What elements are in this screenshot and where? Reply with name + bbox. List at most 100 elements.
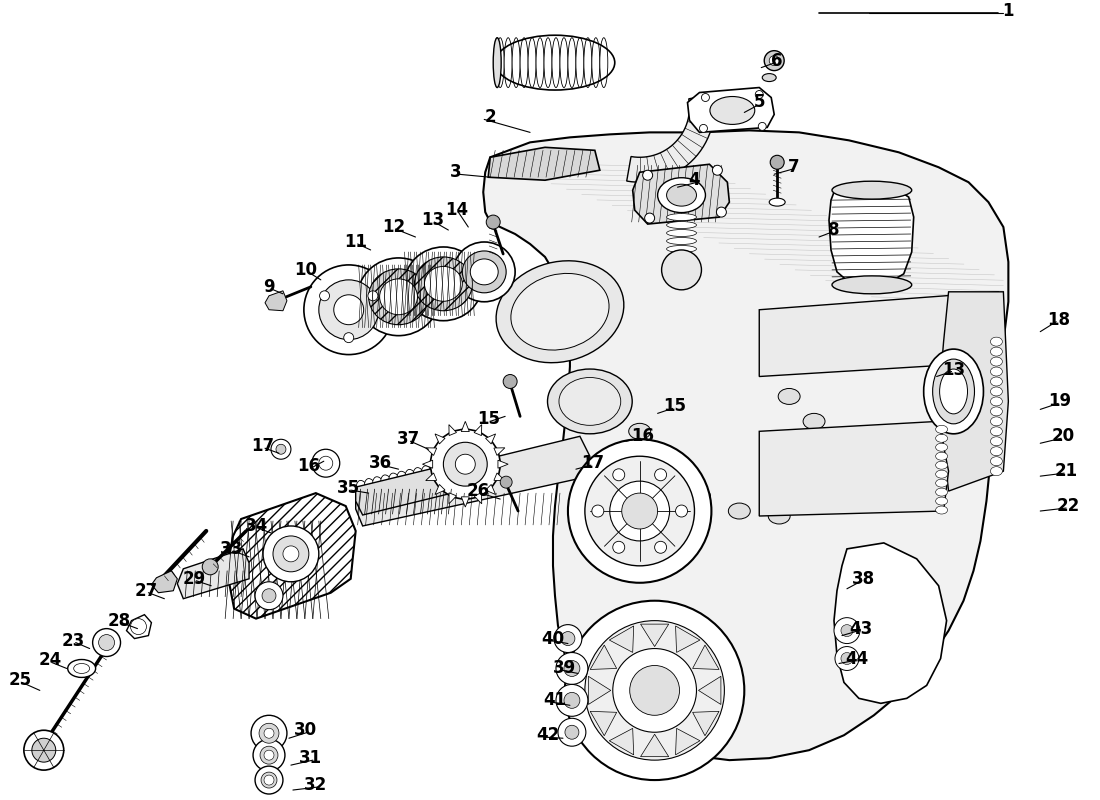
Polygon shape [675, 626, 700, 653]
Text: 23: 23 [62, 631, 86, 650]
Ellipse shape [405, 470, 418, 491]
Polygon shape [485, 485, 496, 494]
Polygon shape [474, 425, 482, 435]
Circle shape [716, 207, 726, 217]
Text: 37: 37 [397, 430, 420, 448]
Ellipse shape [493, 38, 502, 87]
Polygon shape [488, 147, 600, 180]
Text: 11: 11 [344, 233, 367, 251]
Ellipse shape [453, 242, 515, 302]
Ellipse shape [710, 97, 755, 125]
Ellipse shape [373, 477, 385, 498]
Circle shape [661, 250, 702, 290]
Polygon shape [494, 473, 505, 481]
Text: 19: 19 [1048, 393, 1071, 410]
Ellipse shape [808, 493, 830, 509]
Ellipse shape [415, 257, 472, 310]
Ellipse shape [405, 247, 482, 321]
Ellipse shape [496, 261, 624, 362]
Ellipse shape [600, 38, 608, 87]
Text: 5: 5 [754, 94, 764, 111]
Ellipse shape [769, 198, 785, 206]
Circle shape [756, 90, 763, 98]
Circle shape [251, 715, 287, 751]
Circle shape [263, 526, 319, 582]
Text: 39: 39 [553, 659, 576, 678]
Ellipse shape [414, 468, 426, 489]
Ellipse shape [667, 222, 696, 229]
Ellipse shape [568, 38, 576, 87]
Polygon shape [461, 422, 470, 431]
Ellipse shape [658, 178, 705, 213]
Polygon shape [474, 493, 482, 504]
Ellipse shape [667, 238, 696, 245]
Circle shape [273, 536, 309, 572]
Ellipse shape [990, 347, 1002, 356]
Ellipse shape [990, 446, 1002, 456]
Polygon shape [609, 728, 634, 755]
Polygon shape [693, 711, 719, 736]
Text: 25: 25 [9, 671, 32, 690]
Ellipse shape [936, 497, 947, 505]
Text: 43: 43 [849, 620, 872, 638]
Polygon shape [483, 130, 1009, 760]
Text: 3: 3 [450, 163, 461, 182]
Polygon shape [355, 462, 469, 515]
Text: 17: 17 [252, 438, 275, 455]
Ellipse shape [471, 259, 498, 285]
Ellipse shape [504, 38, 513, 87]
Circle shape [320, 291, 330, 301]
Circle shape [713, 166, 723, 175]
Polygon shape [938, 292, 1009, 491]
Circle shape [260, 746, 278, 764]
Circle shape [343, 333, 354, 342]
Circle shape [592, 505, 604, 517]
Ellipse shape [990, 367, 1002, 376]
Polygon shape [434, 434, 446, 444]
Circle shape [283, 546, 299, 562]
Text: 8: 8 [828, 221, 839, 239]
Ellipse shape [936, 434, 947, 442]
Circle shape [613, 469, 625, 481]
Circle shape [333, 294, 364, 325]
Ellipse shape [462, 251, 506, 293]
Text: 22: 22 [1056, 497, 1080, 515]
Ellipse shape [667, 230, 696, 237]
Polygon shape [588, 676, 610, 705]
Circle shape [262, 589, 276, 602]
Circle shape [613, 649, 696, 732]
Ellipse shape [818, 448, 840, 464]
Circle shape [565, 601, 745, 780]
Circle shape [255, 582, 283, 610]
Text: 17: 17 [581, 454, 604, 472]
Ellipse shape [667, 254, 696, 261]
Ellipse shape [358, 258, 439, 336]
Text: 7: 7 [789, 158, 800, 176]
Circle shape [92, 629, 121, 657]
Ellipse shape [990, 397, 1002, 406]
Circle shape [654, 542, 667, 554]
Polygon shape [355, 436, 590, 526]
Circle shape [276, 444, 286, 454]
Circle shape [486, 215, 500, 229]
Ellipse shape [924, 349, 983, 434]
Ellipse shape [559, 378, 620, 426]
Text: 12: 12 [382, 218, 405, 236]
Circle shape [32, 738, 56, 762]
Ellipse shape [496, 38, 504, 87]
Text: 30: 30 [295, 722, 318, 739]
Ellipse shape [936, 506, 947, 514]
Polygon shape [426, 448, 437, 455]
Circle shape [319, 456, 333, 470]
Ellipse shape [592, 38, 600, 87]
Polygon shape [449, 493, 456, 504]
Ellipse shape [778, 389, 800, 405]
Ellipse shape [438, 462, 451, 483]
Circle shape [264, 750, 274, 760]
Polygon shape [177, 549, 249, 598]
Text: 36: 36 [368, 454, 393, 472]
Polygon shape [126, 614, 152, 638]
Circle shape [443, 442, 487, 486]
Ellipse shape [548, 369, 632, 434]
Text: 42: 42 [537, 726, 560, 744]
